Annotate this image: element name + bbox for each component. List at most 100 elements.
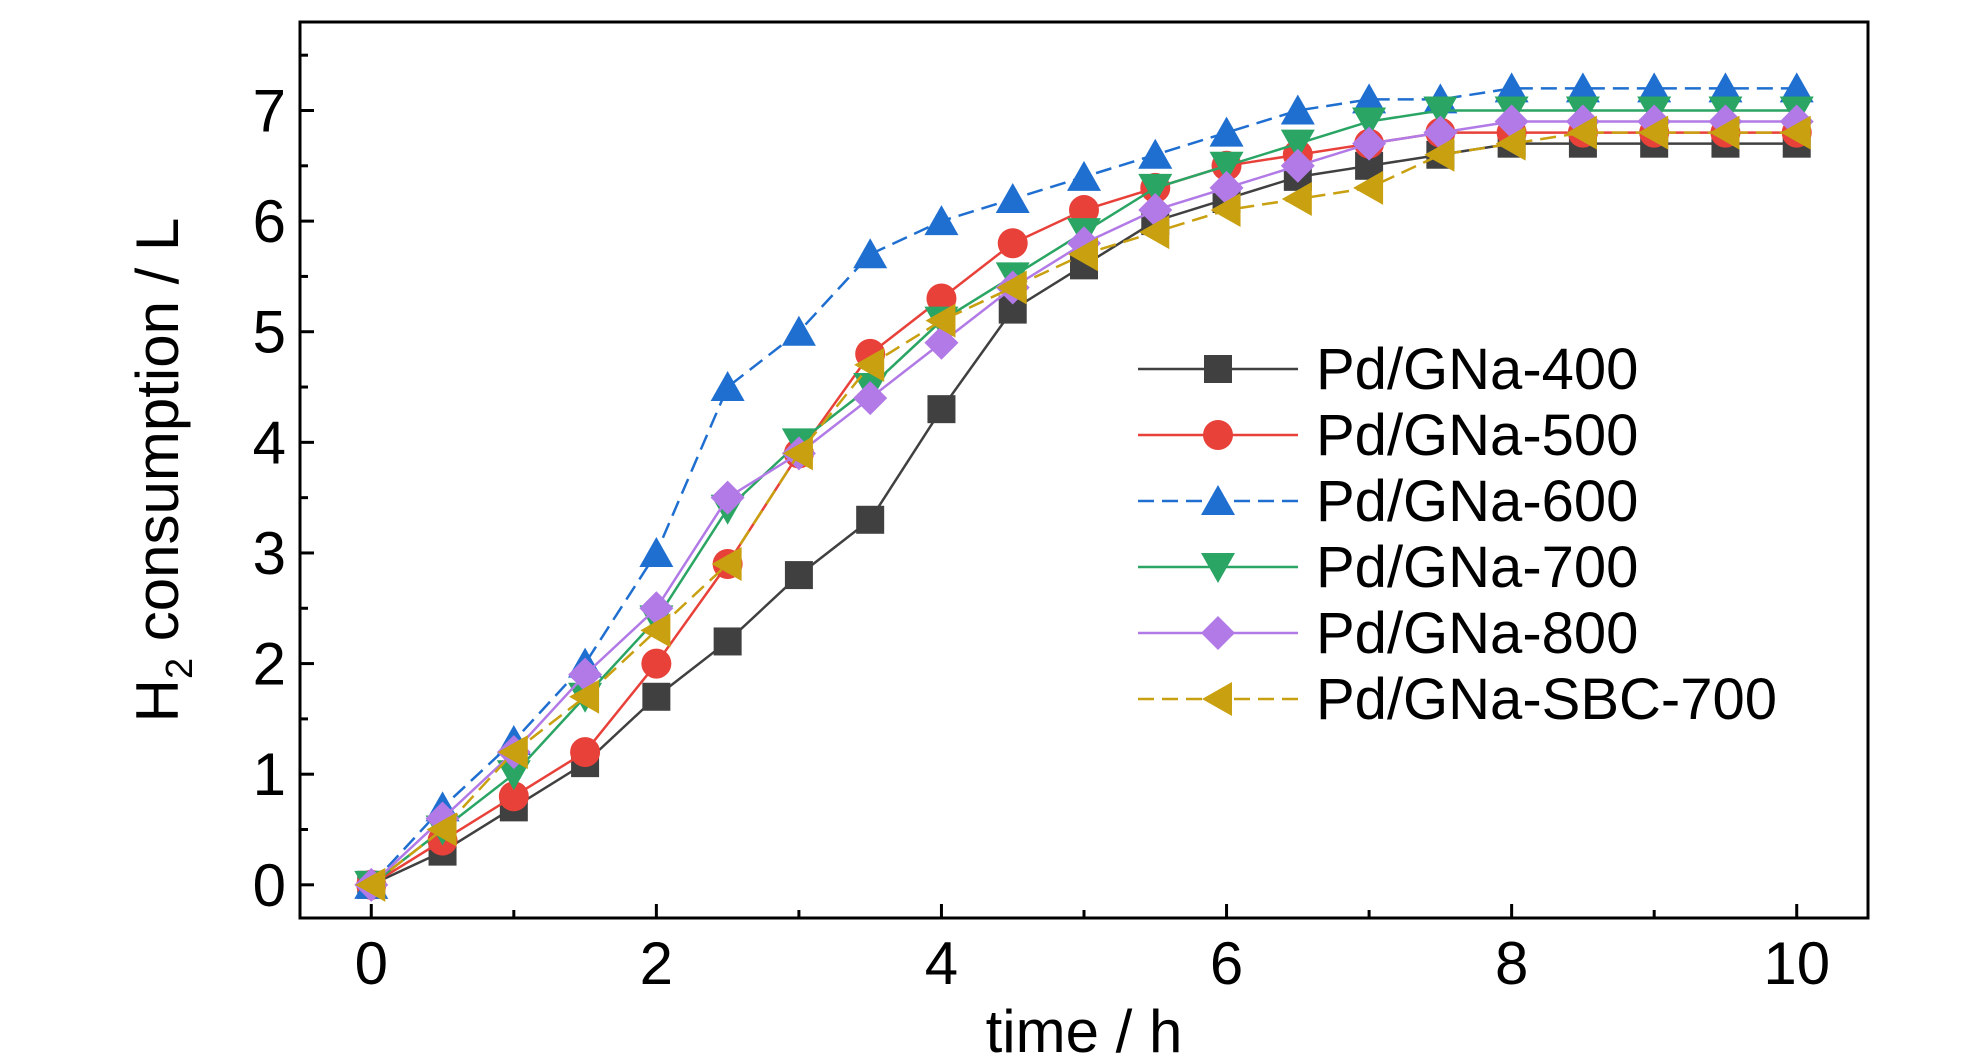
legend-item: Pd/GNa-400 (1138, 337, 1638, 402)
y-tick-label: 6 (253, 188, 286, 255)
y-tick-label: 3 (253, 520, 286, 587)
data-point (924, 205, 959, 236)
data-point (1638, 115, 1669, 150)
y-axis-title-sub: 2 (159, 658, 201, 679)
data-point (1067, 160, 1101, 191)
data-point (640, 613, 671, 648)
legend-item: Pd/GNa-500 (1138, 403, 1638, 468)
data-point (426, 812, 457, 847)
y-tick-label: 1 (253, 741, 286, 808)
x-tick-label: 4 (925, 930, 958, 997)
data-point (641, 648, 672, 679)
data-point (355, 867, 386, 902)
data-point (1281, 181, 1312, 216)
data-point (1494, 72, 1529, 103)
y-axis-title-rest: consumption / L (124, 218, 191, 658)
x-tick-label: 0 (355, 930, 388, 997)
axis-ticks: 0 2 4 6 8 10 0 1 2 3 4 5 6 7 (253, 53, 1830, 997)
x-tick-label: 8 (1495, 930, 1528, 997)
data-point (1210, 193, 1241, 228)
data-point (1637, 72, 1672, 103)
y-tick-label: 4 (253, 409, 286, 476)
data-point (1709, 115, 1740, 150)
data-point (1068, 237, 1098, 272)
data-point (1352, 83, 1387, 114)
data-point (926, 283, 957, 314)
data-point (995, 182, 1030, 213)
data-point (784, 561, 813, 590)
data-point (1423, 96, 1458, 127)
data-point (496, 760, 531, 791)
x-axis-title: time / h (986, 998, 1183, 1063)
legend-label: Pd/GNa-500 (1316, 403, 1638, 468)
data-point (1138, 173, 1173, 204)
y-axis-title: H2 consumption / L (124, 218, 201, 723)
data-point (1566, 115, 1597, 150)
data-point (710, 371, 745, 402)
data-point (569, 679, 600, 714)
legend-item: Pd/GNa-SBC-700 (1138, 667, 1777, 732)
data-point (996, 270, 1027, 305)
legend-marker (1202, 682, 1232, 716)
data-point (1708, 72, 1743, 103)
legend-label: Pd/GNa-700 (1316, 535, 1638, 600)
legend-box (1128, 335, 1804, 775)
data-point (1209, 151, 1244, 182)
data-point (1352, 126, 1387, 161)
data-point (925, 303, 956, 338)
data-point (1138, 138, 1173, 169)
data-point (1779, 72, 1814, 103)
y-tick-label: 5 (253, 299, 286, 366)
legend-marker (1203, 420, 1233, 450)
series-layer (354, 72, 1814, 902)
data-point (570, 737, 601, 768)
y-axis-title-main: H (124, 679, 191, 722)
data-point (639, 536, 674, 567)
data-point (781, 315, 816, 346)
legend-marker (1201, 553, 1235, 583)
data-point (1139, 215, 1170, 250)
data-point (642, 682, 671, 711)
data-point (1069, 195, 1099, 226)
legend-label: Pd/GNa-600 (1316, 469, 1638, 534)
legend-item: Pd/GNa-600 (1138, 469, 1638, 534)
y-tick-label: 2 (253, 631, 286, 698)
legend-item: Pd/GNa-800 (1138, 601, 1638, 666)
data-point (710, 480, 745, 515)
data-point (854, 347, 885, 382)
data-point (498, 781, 529, 812)
data-point (1565, 72, 1600, 103)
legend-label: Pd/GNa-SBC-700 (1316, 667, 1777, 732)
data-point (713, 627, 742, 656)
data-point (1280, 129, 1315, 160)
data-point (927, 395, 956, 424)
x-tick-label: 6 (1210, 930, 1243, 997)
data-point (853, 238, 888, 269)
series-6 (355, 115, 1811, 902)
data-point (1209, 116, 1244, 147)
data-point (1424, 137, 1455, 172)
x-tick-label: 2 (640, 930, 673, 997)
legend-label: Pd/GNa-800 (1316, 601, 1638, 666)
data-point (711, 547, 742, 582)
data-point (997, 228, 1028, 259)
data-point (1280, 94, 1315, 125)
legend: Pd/GNa-400Pd/GNa-500Pd/GNa-600Pd/GNa-700… (1128, 335, 1804, 775)
data-point (1353, 170, 1384, 205)
data-point (856, 505, 885, 534)
data-point (853, 381, 888, 416)
data-point (1780, 115, 1811, 150)
legend-marker (1201, 485, 1235, 515)
legend-marker (1201, 616, 1235, 650)
data-point (1280, 148, 1315, 183)
x-tick-label: 10 (1763, 930, 1830, 997)
legend-item: Pd/GNa-700 (1138, 535, 1638, 600)
data-point (1495, 126, 1526, 161)
data-point (497, 735, 528, 770)
y-tick-label: 0 (253, 852, 286, 919)
legend-marker (1204, 355, 1232, 383)
data-point (1352, 107, 1387, 138)
data-point (782, 436, 813, 471)
legend-label: Pd/GNa-400 (1316, 337, 1638, 402)
